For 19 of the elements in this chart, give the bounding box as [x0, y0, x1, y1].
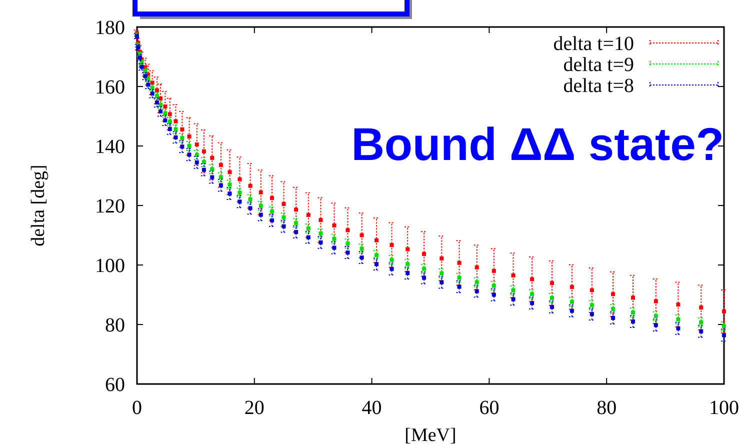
y-tick-label: 180: [95, 17, 125, 39]
x-axis-title: [MeV]: [404, 425, 456, 446]
x-tick-label: 20: [244, 397, 264, 419]
x-tick-label: 60: [479, 397, 500, 419]
legend-label: delta t=8: [563, 75, 634, 97]
legend-label: delta t=9: [563, 54, 634, 76]
annotation: Bound ΔΔ state?: [351, 118, 724, 170]
y-tick-label: 160: [95, 76, 125, 98]
x-tick-label: 80: [596, 397, 617, 419]
x-tick-label: 100: [709, 397, 739, 419]
legend-label: delta t=10: [553, 33, 634, 55]
y-axis-title: delta [deg]: [28, 164, 49, 246]
y-tick-label: 80: [105, 314, 125, 336]
y-tick-label: 100: [95, 255, 125, 277]
y-tick-label: 120: [95, 196, 125, 218]
x-tick-label: 0: [132, 397, 142, 419]
x-tick-label: 40: [362, 397, 382, 419]
y-tick-label: 140: [95, 136, 125, 158]
y-tick-label: 60: [105, 374, 125, 396]
